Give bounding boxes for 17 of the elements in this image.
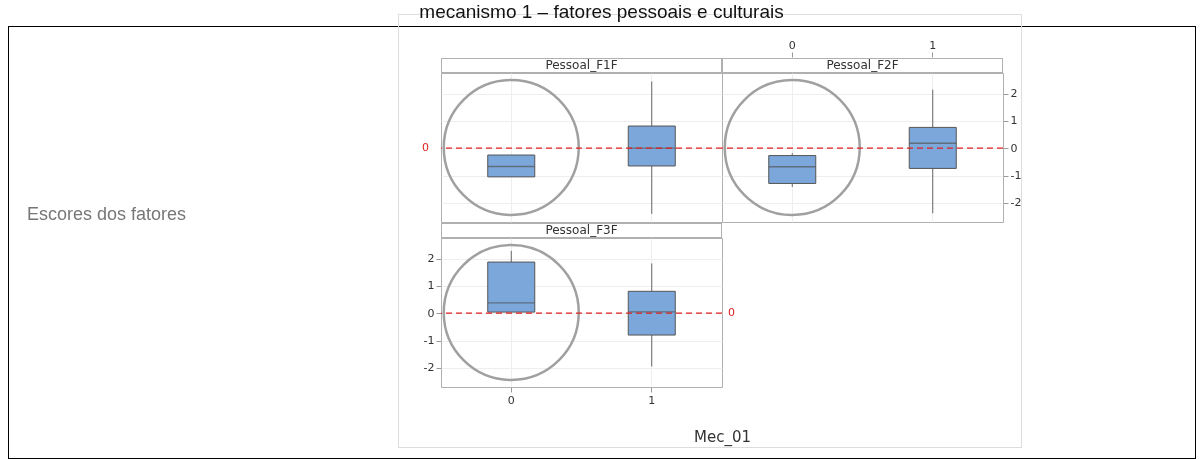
chart-title: Pessoal_F2F — [722, 58, 1003, 73]
y-tick-label: 0 — [1010, 141, 1018, 155]
ref-line-label: 0 — [728, 306, 735, 320]
y-tick-label: -1 — [1010, 169, 1022, 183]
text: mecanismo 1 – fatores pessoais e culturais — [418, 0, 785, 24]
y-tick-label: -2 — [423, 361, 435, 375]
y-tick-label: 2 — [427, 252, 435, 265]
y-tick-label: 0 — [427, 306, 435, 320]
y-axis-title: Escores dos fatores — [27, 204, 187, 225]
x-axis-title: Mec_01 — [693, 427, 752, 447]
y-tick-label: 2 — [1010, 87, 1018, 100]
y-tick-label: 1 — [427, 279, 435, 293]
chart-title: Pessoal_F1F — [441, 58, 722, 73]
y-tick-label: -1 — [423, 334, 435, 348]
y-tick-label: -2 — [1010, 196, 1022, 210]
chart-title: Pessoal_F3F — [441, 223, 722, 238]
y-tick-label: 1 — [1010, 114, 1018, 128]
